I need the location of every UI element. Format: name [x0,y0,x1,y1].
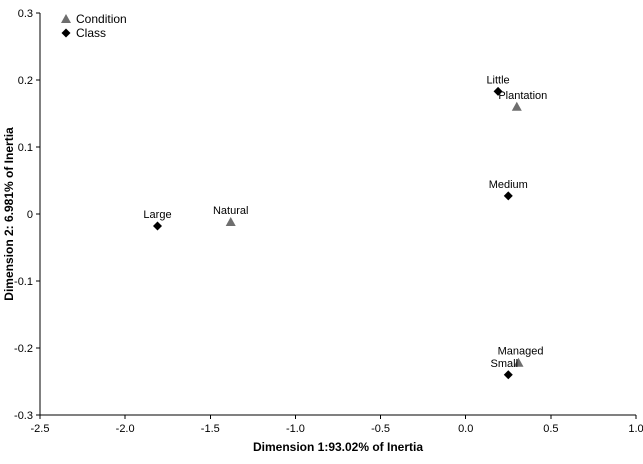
y-tick-label: -0.3 [14,410,33,422]
legend-marker-class [61,28,71,38]
data-point-marker-managed [513,357,524,367]
y-axis-title: Dimension 2: 6.981% of Inertia [2,127,16,301]
y-tick-label: -0.1 [14,276,33,288]
y-tick-label: -0.2 [14,343,33,355]
y-tick-label: 0.2 [18,75,33,87]
y-tick-label: 0.3 [18,8,33,20]
x-tick-label: -1.5 [201,423,220,435]
x-axis-title: Dimension 1:93.02% of Inertia [253,440,423,454]
data-point-marker-natural [225,217,236,227]
legend-marker-condition [61,14,71,23]
data-point-marker-little [493,86,503,96]
data-point-marker-small [503,370,513,380]
data-point-label-medium: Medium [489,179,528,191]
data-point-label-managed: Managed [498,346,544,358]
legend-label-condition: Condition [76,12,127,26]
x-tick-label: -2.5 [31,423,50,435]
data-point-marker-large [152,221,162,231]
x-tick-label: 1.0 [628,423,643,435]
x-tick-label: 0.0 [458,423,473,435]
legend-label-class: Class [76,26,106,40]
chart-content: -2.5 -2.0 -1.5 -1.0 -0.5 0.0 0.5 1.0 -0.3 -0.2 -0.… [14,8,643,435]
data-point-label-little: Little [486,74,509,86]
x-tick-label: -1.0 [286,423,305,435]
y-tick-label: 0.1 [18,142,33,154]
data-point-label-plantation: Plantation [498,90,547,102]
data-point-marker-medium [503,191,513,201]
data-point-marker-plantation [511,101,522,111]
x-tick-label: -2.0 [116,423,135,435]
x-tick-label: 0.5 [543,423,558,435]
x-tick-label: -0.5 [371,423,390,435]
data-point-label-large: Large [143,209,171,221]
data-point-label-small: Small [491,358,519,370]
y-tick-label: 0 [27,209,33,221]
data-point-label-natural: Natural [213,205,248,217]
